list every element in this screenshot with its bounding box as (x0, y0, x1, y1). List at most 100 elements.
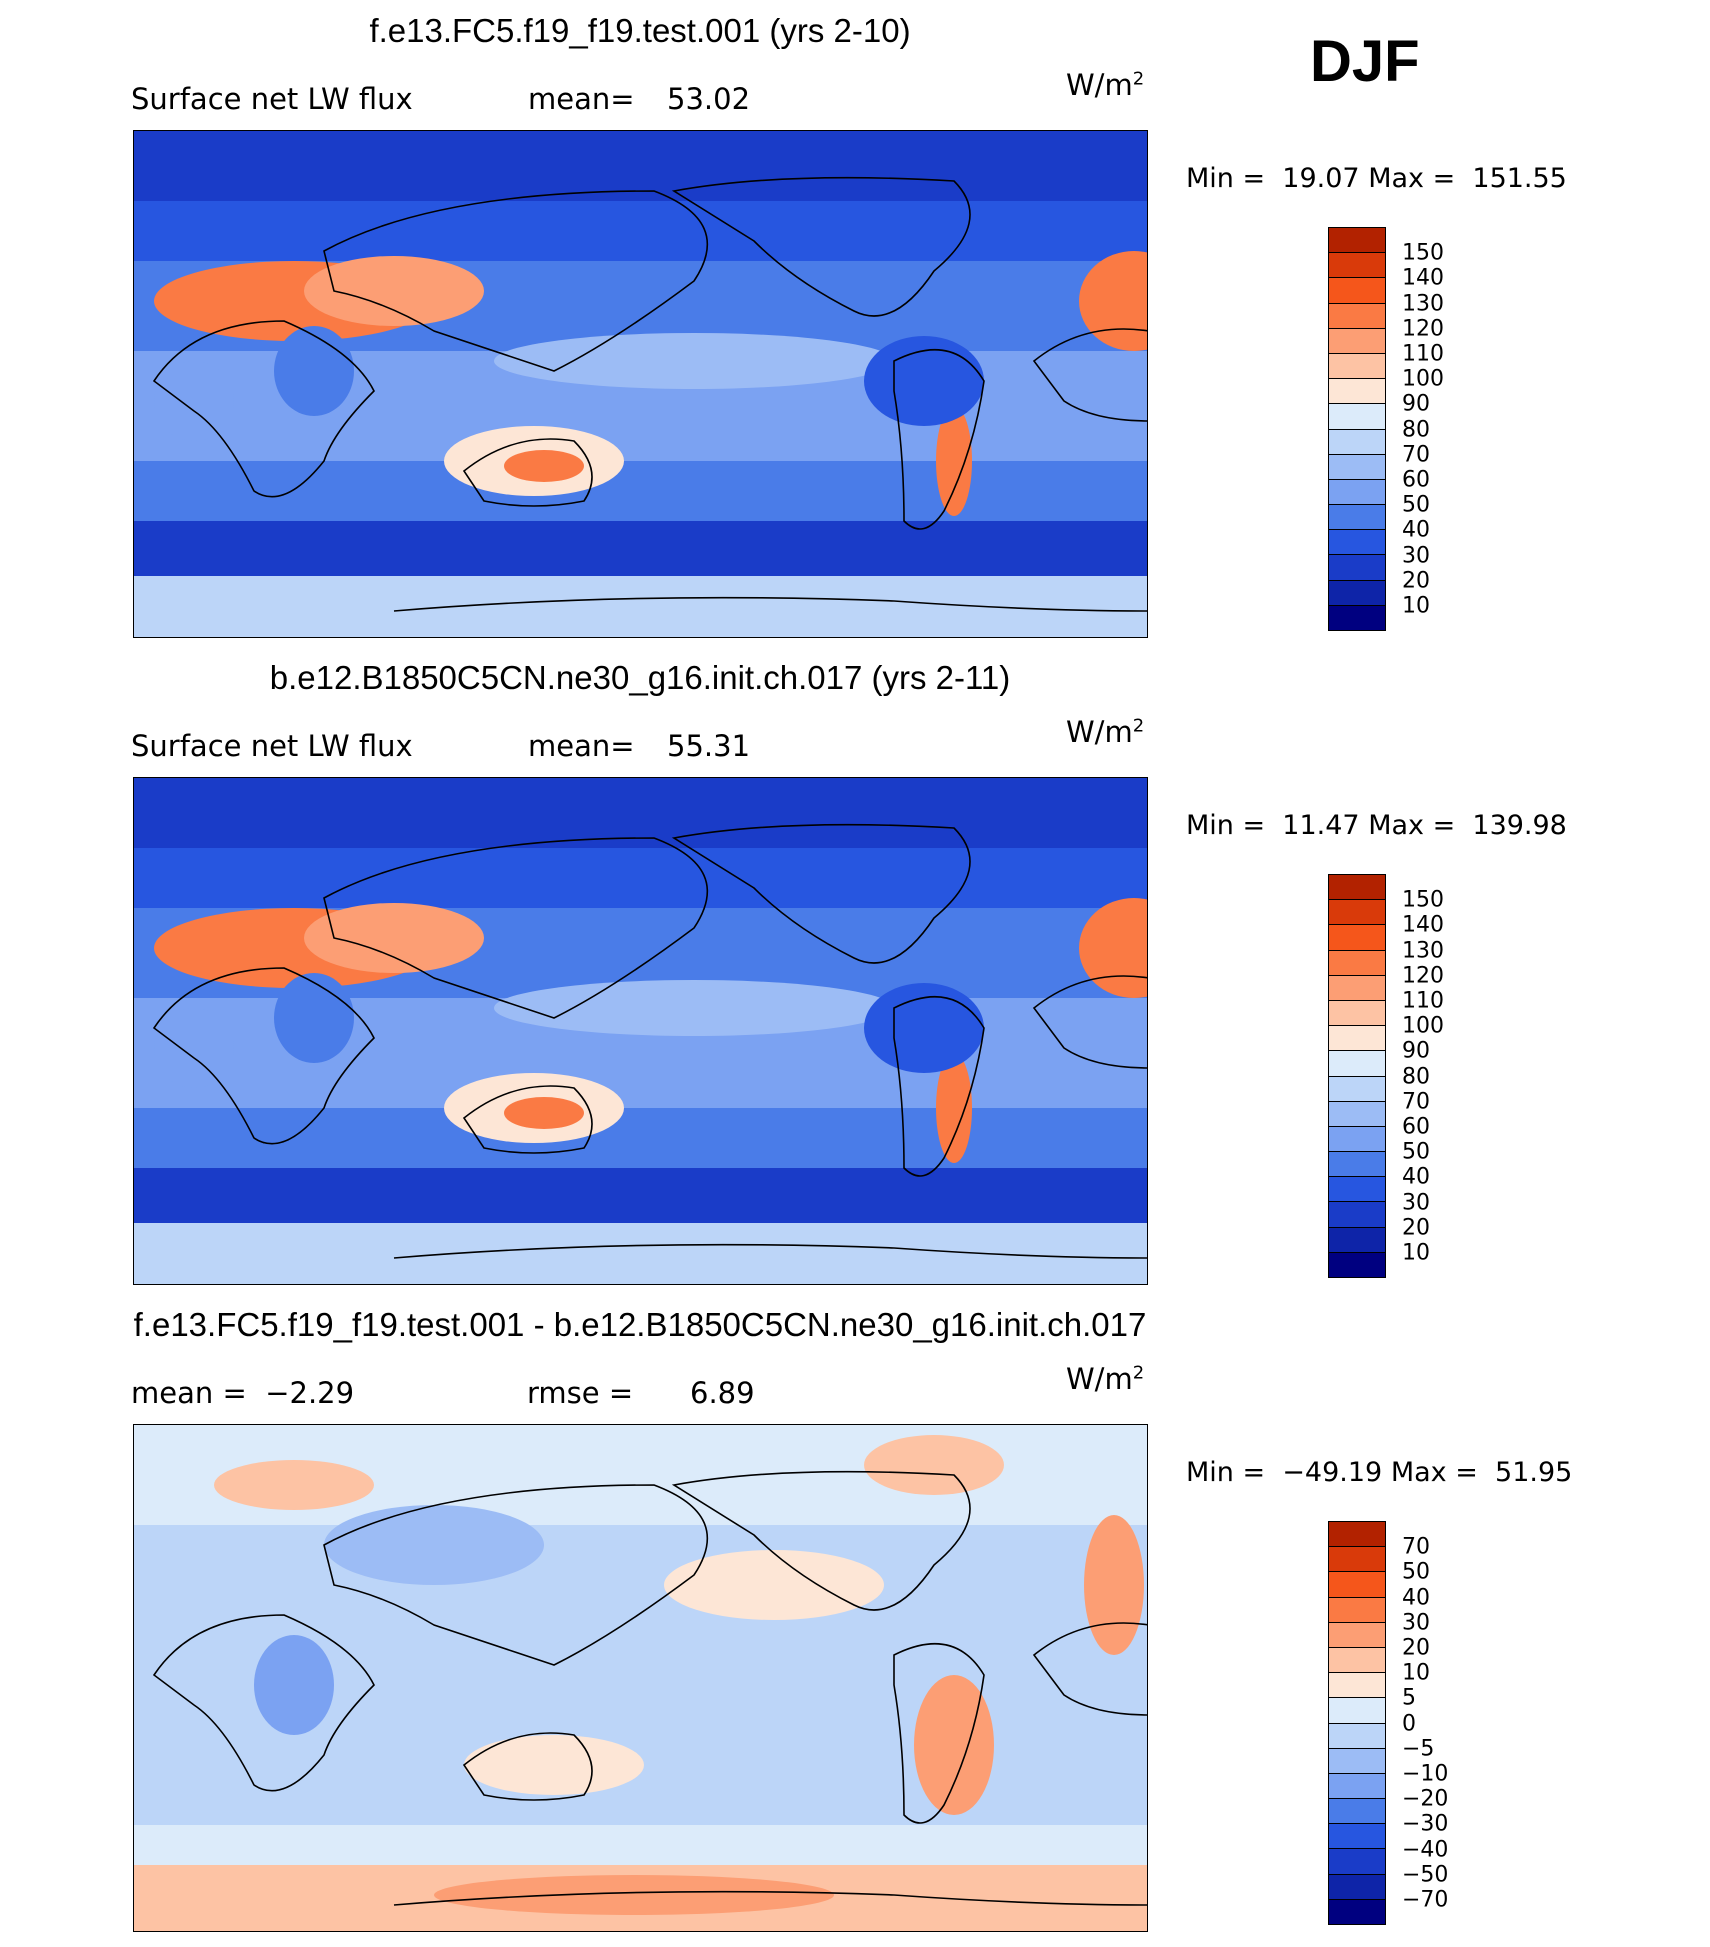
coastline (462, 1732, 593, 1801)
colorbar (1328, 1521, 1386, 1925)
panel-title: f.e13.FC5.f19_f19.test.001 - b.e12.B1850… (133, 1306, 1147, 1343)
south-band (134, 1825, 1147, 1865)
north-band (134, 201, 1147, 261)
contour-map (133, 777, 1148, 1285)
max-value: 151.55 (1472, 163, 1567, 194)
unit-exponent: 2 (1132, 1362, 1145, 1384)
australia-core-blob (504, 1097, 584, 1129)
season-label: DJF (1310, 29, 1420, 94)
colorbar-swatch (1328, 1873, 1386, 1900)
colorbar-tick-label: 40 (1402, 517, 1430, 543)
coastline (393, 596, 1147, 612)
coastline (1032, 328, 1147, 422)
min-label: Min = (1186, 163, 1266, 194)
pacific-light-band (494, 333, 894, 389)
colorbar-swatch (1328, 1151, 1386, 1178)
coastline (393, 1243, 1147, 1259)
colorbar-tick-label: −5 (1402, 1736, 1435, 1762)
south-america-warm-blob (914, 1675, 994, 1815)
max-value: 139.98 (1472, 810, 1567, 841)
colorbar-swatch (1328, 554, 1386, 581)
colorbar-tick-label: 120 (1402, 316, 1444, 342)
colorbar-swatch (1328, 1798, 1386, 1825)
unit-base: W/m (1066, 715, 1133, 749)
colorbar-tick-label: 60 (1402, 467, 1430, 493)
map-panel-2: b.e12.B1850C5CN.ne30_g16.init.ch.017 (yr… (0, 647, 1710, 1287)
arctic-band (134, 131, 1147, 201)
unit-label: W/m2 (1066, 1362, 1144, 1396)
unit-exponent: 2 (1132, 715, 1145, 737)
panel-title: f.e13.FC5.f19_f19.test.001 (yrs 2-10) (369, 12, 911, 49)
atlantic-blob (154, 361, 234, 441)
colorbar-swatch (1328, 1176, 1386, 1203)
colorbar-swatch (1328, 529, 1386, 556)
panel-stat-label: mean= (528, 82, 635, 116)
southern-ocean-band (134, 521, 1147, 576)
min-label: Min = (1186, 1457, 1266, 1488)
colorbar-tick-label: 130 (1402, 291, 1444, 317)
coastline (323, 837, 709, 1019)
colorbar-swatch (1328, 478, 1386, 506)
colorbar-tick-label: −10 (1402, 1761, 1449, 1787)
southern-ocean-band (134, 1168, 1147, 1223)
colorbar-swatch (1328, 604, 1386, 631)
max-label: Max = (1390, 1457, 1478, 1488)
coastline (671, 823, 971, 964)
colorbar-swatch (1328, 1075, 1386, 1102)
colorbar-swatch (1328, 277, 1386, 304)
map-panel-1: f.e13.FC5.f19_f19.test.001 (yrs 2-10) Su… (0, 0, 1710, 640)
central-africa-blob (274, 326, 354, 416)
colorbar-swatch (1328, 1201, 1386, 1228)
colorbar-swatch (1328, 378, 1386, 405)
colorbar-swatch (1328, 974, 1386, 1001)
panel-subtitle-left: Surface net LW flux (131, 82, 413, 116)
arabia-hot-blob (304, 256, 484, 326)
colorbar-tick-label: 20 (1402, 568, 1430, 594)
arctic-warm-blob (864, 1435, 1004, 1495)
south-subtropic-band (134, 461, 1147, 521)
colorbar-tick-label: 40 (1402, 1164, 1430, 1190)
coastline (152, 967, 375, 1145)
coastline (393, 1890, 1147, 1906)
colorbar-tick-label: 150 (1402, 887, 1444, 913)
colorbar-tick-label: 40 (1402, 1585, 1430, 1611)
colorbar-tick-label: 150 (1402, 240, 1444, 266)
colorbar-swatch (1328, 403, 1386, 430)
min-value: 19.07 (1282, 163, 1360, 194)
colorbar-tick-label: 10 (1402, 1240, 1430, 1266)
colorbar-tick-label: 80 (1402, 417, 1430, 443)
colorbar (1328, 227, 1386, 631)
min-max-readout: Min = 19.07 Max = 151.55 (1186, 163, 1567, 194)
colorbar-swatch (1328, 1596, 1386, 1623)
colorbar-tick-label: 140 (1402, 912, 1444, 938)
colorbar-tick-label: 20 (1402, 1215, 1430, 1241)
panel-stat-value: 6.89 (690, 1376, 755, 1410)
colorbar-tick-label: 10 (1402, 1660, 1430, 1686)
australia-warm-blob (464, 1735, 644, 1795)
colorbar-swatch (1328, 504, 1386, 531)
atlantic-blob (154, 1008, 234, 1088)
colorbar-tick-label: 80 (1402, 1064, 1430, 1090)
colorbar-tick-label: 60 (1402, 1114, 1430, 1140)
min-value: 11.47 (1282, 810, 1360, 841)
min-value: −49.19 (1282, 1457, 1383, 1488)
colorbar-tick-label: 30 (1402, 543, 1430, 569)
colorbar-swatch (1328, 1772, 1386, 1800)
pacific-light-band (494, 980, 894, 1036)
atlantic-warm-blob (1084, 1515, 1144, 1655)
colorbar-swatch (1328, 1672, 1386, 1699)
contour-map (133, 1424, 1148, 1932)
min-label: Min = (1186, 810, 1266, 841)
colorbar-tick-label: 110 (1402, 988, 1444, 1014)
colorbar-swatch (1328, 899, 1386, 926)
colorbar-swatch (1328, 579, 1386, 606)
max-label: Max = (1368, 810, 1456, 841)
coastline (152, 1614, 375, 1792)
colorbar-swatch (1328, 949, 1386, 976)
central-africa-blob (274, 973, 354, 1063)
arctic-band (134, 778, 1147, 848)
min-max-readout: Min = −49.19 Max = 51.95 (1186, 1457, 1572, 1488)
max-label: Max = (1368, 163, 1456, 194)
max-value: 51.95 (1495, 1457, 1573, 1488)
colorbar-swatch (1328, 1100, 1386, 1127)
